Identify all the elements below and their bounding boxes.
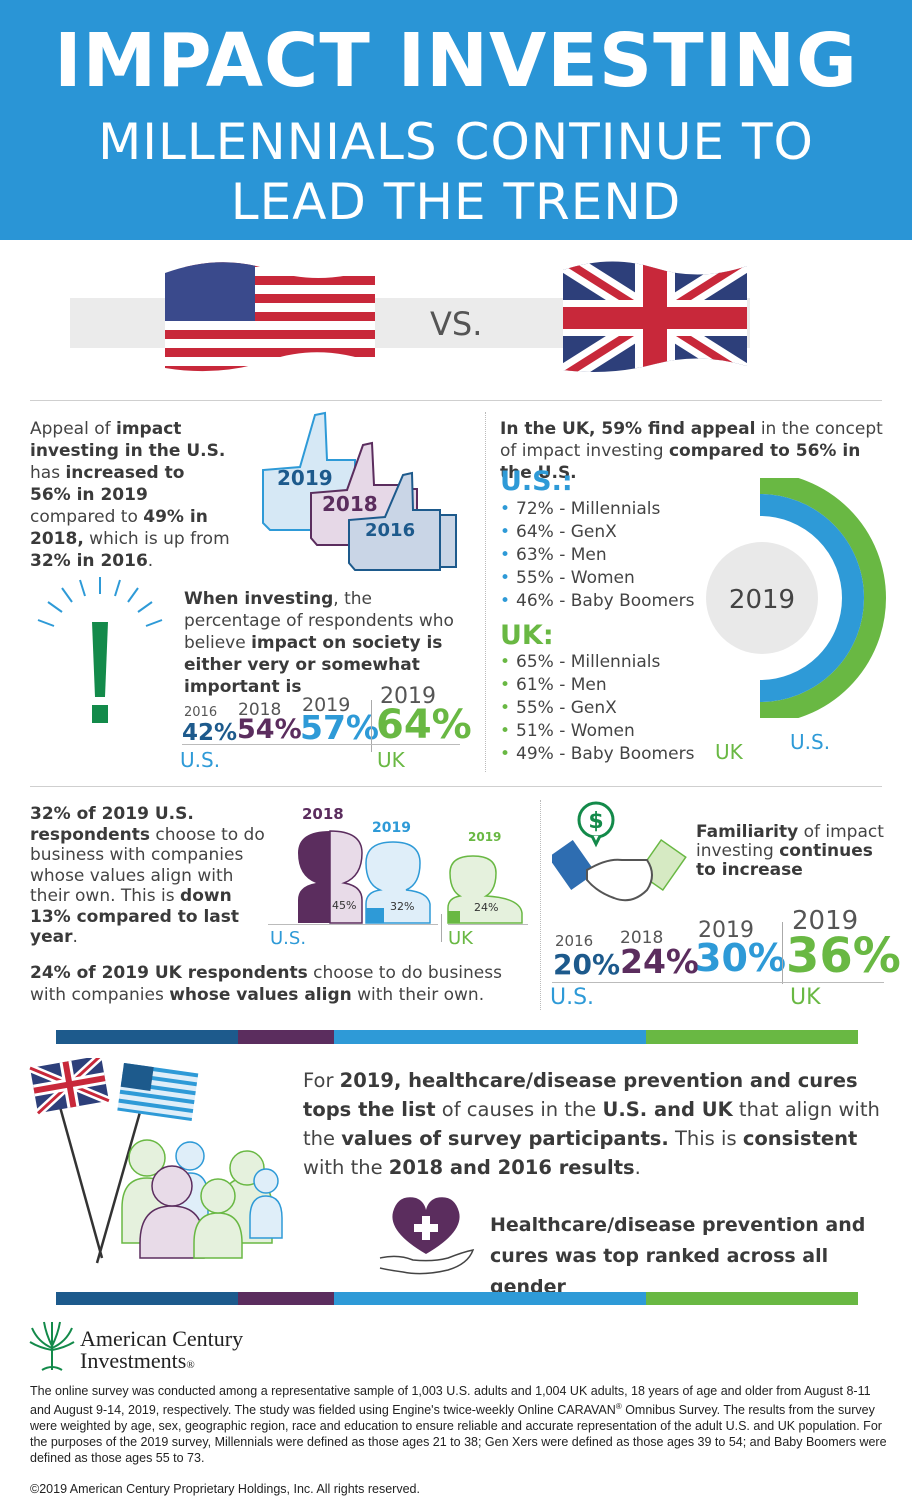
divider	[30, 400, 882, 401]
familiarity-year-2019-uk: 2019	[792, 906, 859, 936]
divider	[485, 412, 486, 772]
uk-flag-icon	[563, 261, 747, 372]
divider	[552, 982, 884, 983]
familiarity-value-2018: 24%	[620, 942, 699, 981]
divider	[371, 700, 372, 752]
divider	[448, 924, 528, 925]
handshake-icon: $	[552, 801, 687, 902]
familiarity-uk-label: UK	[790, 985, 821, 1010]
list-item: • 65% - Millennials	[500, 652, 661, 672]
list-item: • 49% - Baby Boomers	[500, 744, 695, 764]
svg-text:45%: 45%	[332, 899, 356, 912]
donut-year-label: 2019	[729, 585, 795, 615]
color-bar	[56, 1030, 858, 1044]
us-demographics-list: • 72% - Millennials • 64% - GenX • 63% - Me…	[500, 498, 694, 613]
importance-year-2018: 2018	[238, 700, 282, 720]
uk-demographics-list: • 65% - Millennials • 61% - Men • 55% - Gen…	[500, 651, 694, 766]
importance-year-2016: 2016	[184, 705, 218, 720]
head-year-2019-us: 2019	[372, 820, 411, 836]
uk-appeal-text: In the UK, 59% find appeal in the concep…	[500, 419, 883, 483]
uk-values-align-text: 24% of 2019 UK respondents choose to do …	[30, 963, 502, 1005]
donut-center	[706, 542, 818, 654]
importance-value-2016: 42%	[182, 720, 238, 746]
head-year-2019-uk: 2019	[468, 830, 502, 844]
importance-us-label: U.S.	[180, 748, 221, 772]
svg-text:2018: 2018	[322, 492, 378, 516]
importance-value-2019-uk: 64%	[376, 702, 472, 748]
copyright-text: ©2019 American Century Proprietary Holdi…	[30, 1482, 420, 1496]
donut-us-arc	[759, 494, 864, 702]
divider	[540, 800, 541, 1010]
svg-text:32%: 32%	[390, 900, 414, 913]
importance-value-2019-us: 57%	[300, 708, 379, 747]
familiarity-year-2018: 2018	[620, 928, 664, 948]
appeal-text: Appeal of impact investing in the U.S. h…	[30, 419, 230, 571]
us-flag-icon	[165, 262, 375, 372]
divider	[782, 922, 783, 984]
tree-logo-icon	[29, 1321, 75, 1371]
company-logo: American Century Investments®	[80, 1326, 244, 1373]
list-item: • 55% - Women	[500, 568, 635, 588]
head-year-2018: 2018	[302, 805, 344, 823]
donut-uk-label: UK	[715, 740, 743, 764]
page-subtitle: MILLENNIALS CONTINUE TO LEAD THE TREND	[98, 113, 814, 231]
divider	[268, 924, 438, 925]
importance-year-2019-uk: 2019	[380, 684, 436, 709]
values-uk-label: UK	[448, 928, 473, 949]
familiarity-value-2019-us: 30%	[695, 936, 786, 980]
exclamation-icon	[37, 577, 163, 723]
familiarity-us-label: U.S.	[550, 985, 595, 1010]
uk-list-title: UK:	[500, 620, 554, 651]
divider	[441, 914, 442, 942]
donut-uk-arc	[759, 478, 886, 718]
list-item: • 72% - Millennials	[500, 499, 661, 519]
healthcare-text: For 2019, healthcare/disease prevention …	[303, 1069, 880, 1179]
list-item: • 55% - GenX	[500, 698, 617, 718]
familiarity-value-2016: 20%	[553, 948, 621, 981]
methodology-text: The online survey was conducted among a …	[30, 1384, 887, 1466]
list-item: • 51% - Women	[500, 721, 635, 741]
list-item: • 61% - Men	[500, 675, 607, 695]
svg-text:$: $	[588, 809, 603, 834]
page-title: IMPACT INVESTING	[54, 18, 858, 104]
list-item: • 63% - Men	[500, 545, 607, 565]
familiarity-value-2019-uk: 36%	[786, 928, 901, 984]
header-banner: IMPACT INVESTING MILLENNIALS CONTINUE TO…	[0, 0, 912, 240]
values-us-label: U.S.	[270, 928, 307, 949]
list-item: • 46% - Baby Boomers	[500, 591, 695, 611]
thumbs-up-icon: 2019 2018 2016	[262, 411, 457, 571]
familiarity-text: Familiarity of impact investing continue…	[696, 822, 884, 880]
appeal-donut-chart: 2019	[706, 478, 886, 718]
divider	[182, 744, 460, 745]
vs-label: VS.	[430, 305, 483, 343]
importance-year-2019-us: 2019	[302, 694, 351, 716]
values-align-text: 32% of 2019 U.S. respondents choose to d…	[30, 804, 265, 947]
us-list-title: U.S.:	[500, 466, 573, 497]
svg-text:2019: 2019	[277, 466, 333, 490]
list-item: • 64% - GenX	[500, 522, 617, 542]
importance-uk-label: UK	[377, 748, 405, 772]
flags-and-people-icon	[28, 1058, 283, 1264]
svg-text:2016: 2016	[365, 520, 415, 541]
healthcare-gender-text: Healthcare/disease prevention and cures …	[490, 1214, 866, 1298]
svg-text:24%: 24%	[474, 901, 498, 914]
heart-hand-icon	[379, 1197, 475, 1275]
people-heads-icon: 45% 32% 24%	[298, 830, 523, 924]
donut-us-label: U.S.	[790, 730, 831, 754]
familiarity-year-2019-us: 2019	[698, 918, 754, 943]
color-bar	[56, 1292, 858, 1305]
importance-value-2018: 54%	[237, 714, 302, 745]
divider	[30, 786, 882, 787]
importance-text: When investing, the percentage of respon…	[184, 589, 454, 697]
familiarity-year-2016: 2016	[555, 932, 594, 950]
